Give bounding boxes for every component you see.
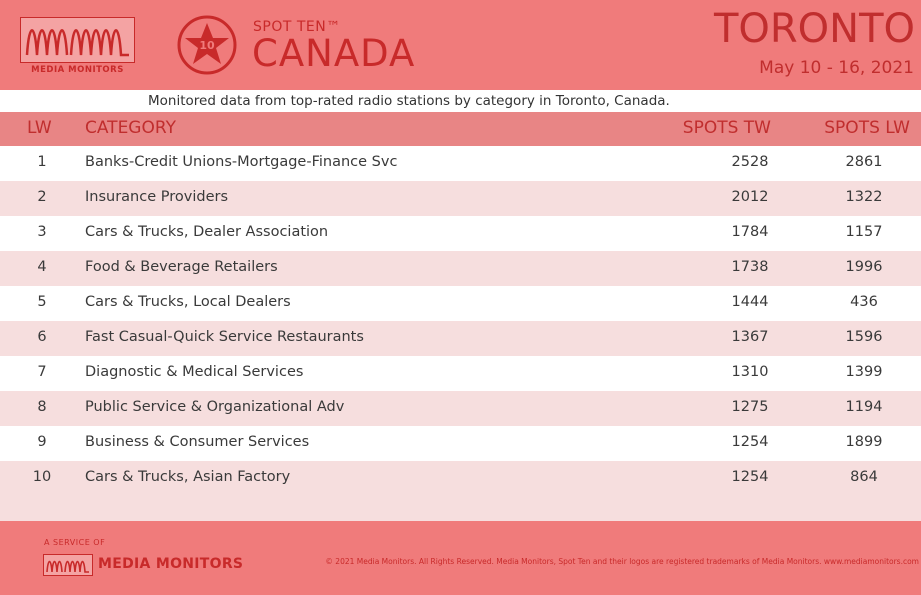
row-rank: 8 [37, 399, 47, 415]
row-spots-lw: 864 [850, 469, 878, 485]
waveform-logo-icon [43, 554, 93, 576]
row-rank: 2 [37, 189, 47, 205]
row-spots-lw: 1157 [845, 224, 883, 240]
row-category: Cars & Trucks, Dealer Association [85, 224, 329, 240]
row-spots-tw: 1275 [731, 399, 769, 415]
row-rank: 10 [32, 469, 52, 485]
brand-title: CANADA [252, 32, 416, 75]
column-header-category: CATEGORY [85, 118, 176, 138]
row-rank: 1 [37, 154, 47, 170]
row-spots-tw: 1444 [731, 294, 769, 310]
table-row: 4 Food & Beverage Retailers 1738 1996 [0, 251, 921, 286]
logo-text: MEDIA MONITORS [31, 65, 124, 75]
table-row: 10 Cars & Trucks, Asian Factory 1254 864 [0, 461, 921, 496]
table-row: 9 Business & Consumer Services 1254 1899 [0, 426, 921, 461]
table-row: 8 Public Service & Organizational Adv 12… [0, 391, 921, 426]
row-spots-lw: 1322 [845, 189, 883, 205]
row-rank: 5 [37, 294, 47, 310]
row-rank: 3 [37, 224, 47, 240]
date-range: May 10 - 16, 2021 [759, 58, 914, 78]
row-spots-lw: 1399 [845, 364, 883, 380]
row-spots-tw: 1254 [731, 434, 769, 450]
copyright-text: © 2021 Media Monitors. All Rights Reserv… [325, 557, 919, 566]
row-rank: 9 [37, 434, 47, 450]
table-row: 1 Banks-Credit Unions-Mortgage-Finance S… [0, 146, 921, 181]
row-category: Public Service & Organizational Adv [85, 399, 345, 415]
footer-brand: MEDIA MONITORS [98, 556, 244, 572]
media-monitors-logo: MEDIA MONITORS [20, 17, 135, 75]
row-spots-tw: 1367 [731, 329, 769, 345]
row-spots-tw: 2528 [731, 154, 769, 170]
row-category: Cars & Trucks, Local Dealers [85, 294, 291, 310]
row-category: Insurance Providers [85, 189, 229, 205]
row-spots-tw: 1738 [731, 259, 769, 275]
column-header-rank: LW [27, 118, 52, 138]
row-rank: 6 [37, 329, 47, 345]
row-category: Diagnostic & Medical Services [85, 364, 304, 380]
row-category: Cars & Trucks, Asian Factory [85, 469, 291, 485]
table-row: 5 Cars & Trucks, Local Dealers 1444 436 [0, 286, 921, 321]
table-row: 7 Diagnostic & Medical Services 1310 139… [0, 356, 921, 391]
row-spots-lw: 1899 [845, 434, 883, 450]
brand-small: SPOT TEN™ [253, 19, 341, 35]
row-spots-lw: 1996 [845, 259, 883, 275]
row-spots-tw: 1784 [731, 224, 769, 240]
subtitle-bar: Monitored data from top-rated radio stat… [0, 90, 921, 112]
row-spots-lw: 1194 [845, 399, 883, 415]
waveform-logo-icon [20, 17, 135, 63]
table-row: 2 Insurance Providers 2012 1322 [0, 181, 921, 216]
table-row: 6 Fast Casual-Quick Service Restaurants … [0, 321, 921, 356]
row-spots-lw: 436 [850, 294, 878, 310]
star-badge-icon: 10 [176, 14, 238, 76]
row-category: Fast Casual-Quick Service Restaurants [85, 329, 364, 345]
column-header-row: LW CATEGORY SPOTS TW SPOTS LW [0, 112, 921, 146]
table-row: 3 Cars & Trucks, Dealer Association 1784… [0, 216, 921, 251]
row-rank: 4 [37, 259, 47, 275]
row-category: Banks-Credit Unions-Mortgage-Finance Svc [85, 154, 398, 170]
column-header-spots-tw: SPOTS TW [682, 118, 771, 138]
row-rank: 7 [37, 364, 47, 380]
row-category: Food & Beverage Retailers [85, 259, 278, 275]
column-header-spots-lw: SPOTS LW [824, 118, 910, 138]
subtitle: Monitored data from top-rated radio stat… [148, 93, 670, 109]
city-title: TORONTO [713, 6, 915, 52]
row-spots-lw: 1596 [845, 329, 883, 345]
row-spots-tw: 1310 [731, 364, 769, 380]
table-footer-spacer [0, 496, 921, 521]
badge-number: 10 [199, 39, 215, 52]
ranking-table: 1 Banks-Credit Unions-Mortgage-Finance S… [0, 146, 921, 496]
footer: A SERVICE OF MEDIA MONITORS © 2021 Media… [0, 521, 921, 595]
row-spots-tw: 2012 [731, 189, 769, 205]
row-category: Business & Consumer Services [85, 434, 310, 450]
row-spots-tw: 1254 [731, 469, 769, 485]
row-spots-lw: 2861 [845, 154, 883, 170]
service-of-label: A SERVICE OF [44, 538, 106, 547]
header: MEDIA MONITORS 10 SPOT TEN™ CANADA TORON… [0, 0, 921, 90]
